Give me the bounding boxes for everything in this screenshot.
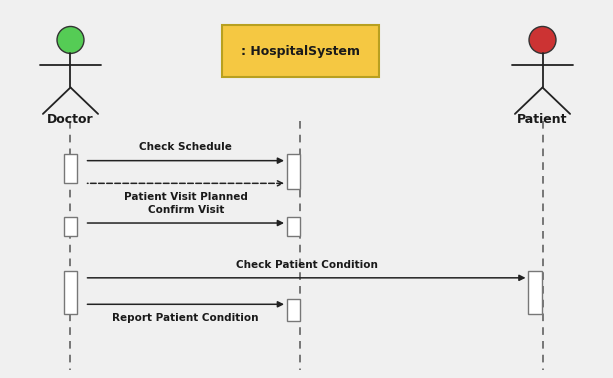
Text: Check Schedule: Check Schedule <box>139 143 232 152</box>
Text: Confirm Visit: Confirm Visit <box>148 205 224 215</box>
Bar <box>528 271 542 314</box>
Text: Patient: Patient <box>517 113 568 126</box>
Bar <box>64 271 77 314</box>
Text: Doctor: Doctor <box>47 113 94 126</box>
Bar <box>287 217 300 236</box>
Ellipse shape <box>57 26 84 53</box>
Text: Check Patient Condition: Check Patient Condition <box>235 260 378 270</box>
Bar <box>287 154 300 189</box>
Ellipse shape <box>529 26 556 53</box>
Text: : HospitalSystem: : HospitalSystem <box>241 45 360 57</box>
Text: Report Patient Condition: Report Patient Condition <box>113 313 259 322</box>
Text: Patient Visit Planned: Patient Visit Planned <box>124 192 248 201</box>
Bar <box>64 154 77 183</box>
Bar <box>64 217 77 236</box>
Bar <box>223 25 378 77</box>
Bar <box>287 299 300 321</box>
